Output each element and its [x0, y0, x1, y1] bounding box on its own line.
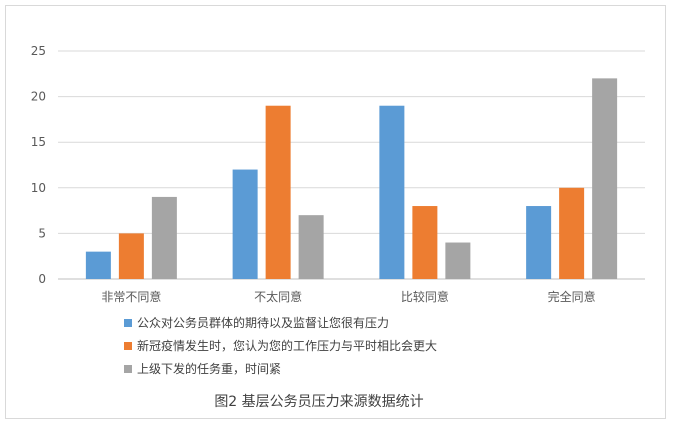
legend: 公众对公务员群体的期待以及监督让您很有压力新冠疫情发生时，您认为您的工作压力与平… [124, 315, 437, 376]
legend-swatch [124, 342, 132, 350]
bars [85, 78, 618, 279]
bar [559, 187, 585, 279]
y-tick-label: 5 [38, 226, 46, 240]
bar [298, 215, 324, 279]
y-tick-label: 15 [31, 135, 46, 149]
bar [379, 105, 405, 279]
y-tick-label: 0 [38, 272, 46, 286]
x-tick-label: 完全同意 [548, 289, 596, 304]
y-tick-label: 20 [31, 90, 46, 104]
legend-swatch [124, 365, 132, 373]
chart-title: 图2 基层公务员压力来源数据统计 [214, 393, 423, 410]
x-tick-label: 不太同意 [254, 289, 302, 304]
x-axis-tick-labels: 非常不同意 不太同意 比较同意 完全同意 [101, 289, 595, 304]
bar [265, 105, 291, 279]
bar [118, 233, 144, 279]
bar [526, 206, 552, 279]
y-tick-label: 10 [31, 181, 46, 195]
legend-label: 公众对公务员群体的期待以及监督让您很有压力 [137, 315, 389, 330]
chart-frame [5, 5, 666, 419]
gridlines [58, 50, 645, 280]
bar [592, 78, 618, 279]
legend-label: 新冠疫情发生时，您认为您的工作压力与平时相比会更大 [137, 338, 437, 353]
x-tick-label: 非常不同意 [101, 289, 161, 304]
bar [412, 206, 438, 279]
bar [85, 251, 111, 279]
y-axis-tick-labels: 0 5 10 15 20 25 [31, 44, 46, 286]
bar [232, 169, 258, 279]
y-tick-label: 25 [31, 44, 46, 58]
legend-label: 上级下发的任务重，时间紧 [137, 361, 281, 376]
legend-swatch [124, 319, 132, 327]
x-tick-label: 比较同意 [401, 289, 449, 304]
bar [445, 242, 471, 279]
bar [151, 196, 177, 279]
